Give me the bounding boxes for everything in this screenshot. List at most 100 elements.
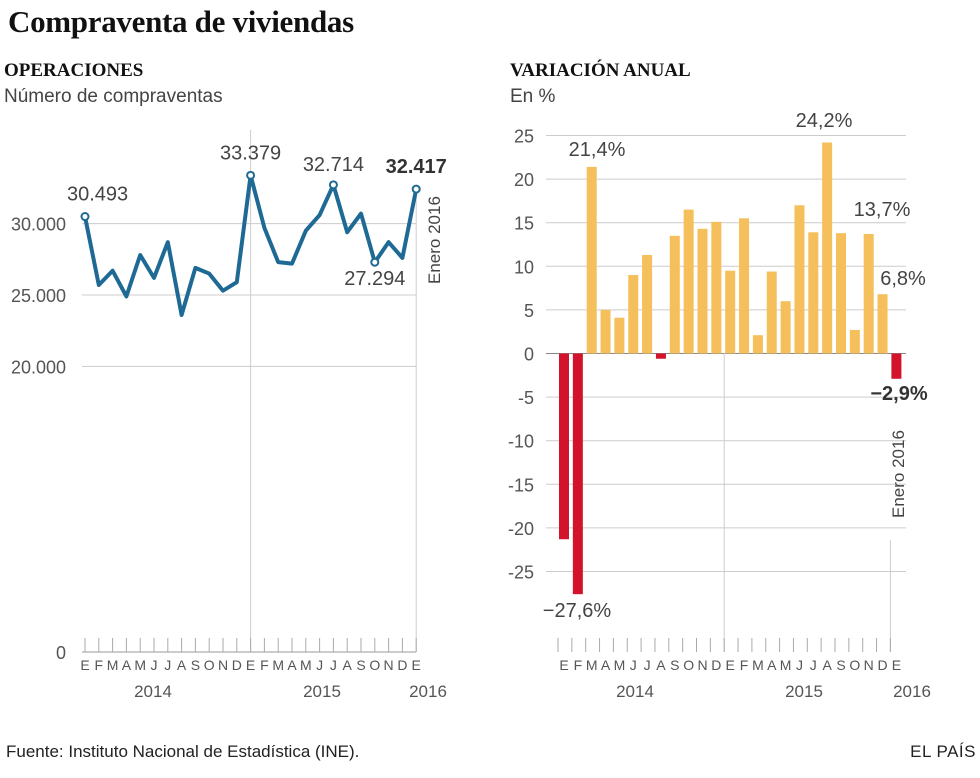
- variation-bar: [822, 142, 833, 354]
- month-label: M: [107, 657, 119, 673]
- month-label: A: [656, 657, 666, 673]
- highlight-point: [246, 170, 256, 180]
- month-label: O: [683, 657, 694, 673]
- month-label: A: [287, 657, 297, 673]
- month-label: F: [740, 657, 749, 673]
- data-label: 32.714: [303, 154, 364, 176]
- data-label: −27,6%: [543, 600, 612, 622]
- month-label: E: [80, 657, 89, 673]
- month-label: E: [559, 657, 568, 673]
- variation-bar: [559, 353, 569, 540]
- variation-bar: [725, 270, 736, 354]
- source-note: Fuente: Instituto Nacional de Estadístic…: [6, 742, 360, 761]
- variation-bar: [849, 329, 860, 354]
- month-label: M: [752, 657, 764, 673]
- data-label: 6,8%: [880, 268, 926, 290]
- y-tick-label: 0: [56, 643, 66, 663]
- month-label: D: [397, 657, 407, 673]
- variation-bar: [614, 317, 625, 354]
- month-label: J: [644, 657, 651, 673]
- highlight-point: [80, 212, 90, 222]
- month-label: O: [849, 657, 860, 673]
- month-label: E: [412, 657, 421, 673]
- month-label: M: [614, 657, 626, 673]
- y-tick-label: 25: [514, 127, 534, 147]
- month-label: M: [134, 657, 146, 673]
- year-label: 2016: [409, 682, 447, 701]
- y-tick-label: 5: [524, 301, 534, 321]
- month-label: O: [369, 657, 380, 673]
- variation-bar: [655, 353, 666, 359]
- month-label: A: [767, 657, 777, 673]
- month-label: D: [877, 657, 887, 673]
- year-label: 2015: [785, 682, 823, 701]
- data-label: 33.379: [220, 142, 281, 164]
- variation-bar: [697, 228, 708, 354]
- month-label: J: [164, 657, 171, 673]
- page-title: Compraventa de viviendas: [8, 4, 354, 39]
- month-label: J: [316, 657, 323, 673]
- month-label: F: [574, 657, 583, 673]
- highlight-point: [370, 257, 380, 267]
- month-label: E: [726, 657, 735, 673]
- year-label: 2014: [616, 682, 654, 701]
- month-label: N: [218, 657, 228, 673]
- month-label: A: [601, 657, 611, 673]
- month-label: A: [822, 657, 832, 673]
- highlight-point: [411, 184, 421, 194]
- variation-bar: [780, 301, 791, 354]
- y-tick-label: 15: [514, 214, 534, 234]
- month-label: S: [670, 657, 679, 673]
- left-chart-title: OPERACIONES: [4, 60, 144, 81]
- year-label: 2014: [134, 682, 172, 701]
- data-label: 13,7%: [854, 199, 911, 221]
- variation-bar: [863, 234, 874, 354]
- variation-bar: [669, 235, 680, 354]
- y-tick-label: 25.000: [11, 286, 66, 306]
- variation-bar: [877, 294, 888, 354]
- vertical-note: Enero 2016: [425, 196, 444, 284]
- left-chart-subtitle: Número de compraventas: [4, 86, 223, 107]
- month-label: F: [95, 657, 104, 673]
- month-label: D: [711, 657, 721, 673]
- y-tick-label: -20: [508, 519, 534, 539]
- y-tick-label: 20.000: [11, 357, 66, 377]
- y-tick-label: 0: [524, 345, 534, 365]
- y-tick-label: -5: [518, 388, 534, 408]
- variation-bar: [794, 205, 805, 354]
- month-label: S: [191, 657, 200, 673]
- month-label: N: [384, 657, 394, 673]
- month-label: J: [151, 657, 158, 673]
- year-label: 2016: [893, 682, 931, 701]
- variation-bar: [766, 271, 777, 354]
- variation-bar: [642, 254, 653, 354]
- variation-bar: [836, 233, 846, 354]
- right-chart-subtitle: En %: [510, 86, 556, 107]
- month-label: D: [232, 657, 242, 673]
- month-label: M: [780, 657, 792, 673]
- month-label: M: [272, 657, 284, 673]
- month-label: E: [246, 657, 255, 673]
- y-tick-label: 20: [514, 170, 534, 190]
- month-label: F: [260, 657, 269, 673]
- data-label: 32.417: [386, 156, 447, 178]
- month-label: M: [586, 657, 598, 673]
- year-label: 2015: [303, 682, 341, 701]
- month-label: O: [204, 657, 215, 673]
- y-tick-label: 30.000: [11, 215, 66, 235]
- month-label: J: [330, 657, 337, 673]
- month-label: N: [864, 657, 874, 673]
- variation-bar: [808, 232, 819, 354]
- variation-bar: [572, 353, 583, 595]
- month-label: A: [177, 657, 187, 673]
- variation-bar: [586, 166, 597, 354]
- data-label: 24,2%: [796, 110, 853, 132]
- y-tick-label: -25: [508, 563, 534, 583]
- variation-bar: [739, 218, 750, 354]
- vertical-note: Enero 2016: [889, 430, 908, 518]
- month-label: E: [892, 657, 901, 673]
- month-label: S: [836, 657, 845, 673]
- month-label: J: [796, 657, 803, 673]
